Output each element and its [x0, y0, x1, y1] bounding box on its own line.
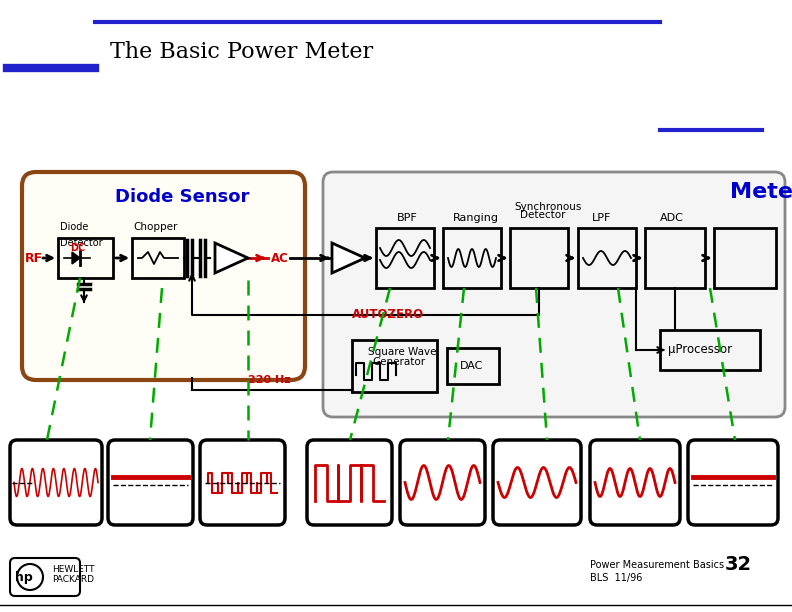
- Bar: [645, 228, 705, 288]
- Bar: [376, 228, 434, 288]
- Text: hp: hp: [15, 570, 33, 583]
- Text: The Basic Power Meter: The Basic Power Meter: [110, 41, 373, 63]
- FancyBboxPatch shape: [10, 558, 80, 596]
- Bar: [443, 228, 501, 288]
- Polygon shape: [215, 243, 248, 273]
- Text: AC: AC: [271, 252, 289, 264]
- Text: Diode: Diode: [60, 222, 89, 232]
- FancyBboxPatch shape: [323, 172, 785, 417]
- Bar: [660, 330, 760, 370]
- Text: Generator: Generator: [372, 357, 425, 367]
- Text: Diode Sensor: Diode Sensor: [115, 188, 249, 206]
- Bar: [447, 348, 499, 384]
- Text: μProcessor: μProcessor: [668, 343, 732, 357]
- Bar: [578, 228, 636, 288]
- Text: AUTOZERO: AUTOZERO: [352, 308, 425, 321]
- Bar: [132, 238, 184, 278]
- Bar: [352, 340, 437, 392]
- Text: 220 Hz: 220 Hz: [248, 375, 291, 385]
- FancyBboxPatch shape: [200, 440, 285, 525]
- FancyBboxPatch shape: [688, 440, 778, 525]
- Text: DAC: DAC: [460, 361, 483, 371]
- Text: BLS  11/96: BLS 11/96: [590, 573, 642, 583]
- Polygon shape: [72, 252, 80, 264]
- FancyBboxPatch shape: [108, 440, 193, 525]
- Polygon shape: [332, 243, 365, 273]
- Text: Square Wave: Square Wave: [368, 347, 436, 357]
- Text: PACKARD: PACKARD: [52, 575, 94, 584]
- Text: HEWLETT: HEWLETT: [52, 565, 94, 575]
- Bar: [510, 228, 568, 288]
- Text: Detector: Detector: [520, 210, 565, 220]
- FancyBboxPatch shape: [10, 440, 102, 525]
- Text: Detector: Detector: [60, 238, 103, 248]
- FancyBboxPatch shape: [22, 172, 305, 380]
- Text: Meter: Meter: [730, 182, 792, 202]
- Text: ADC: ADC: [660, 213, 683, 223]
- Text: Chopper: Chopper: [133, 222, 177, 232]
- FancyBboxPatch shape: [493, 440, 581, 525]
- Text: RF: RF: [25, 252, 43, 264]
- Text: DC: DC: [70, 243, 86, 253]
- Text: Synchronous: Synchronous: [514, 202, 581, 212]
- FancyBboxPatch shape: [590, 440, 680, 525]
- Bar: [714, 228, 776, 288]
- Text: Ranging: Ranging: [453, 213, 499, 223]
- FancyBboxPatch shape: [400, 440, 485, 525]
- FancyBboxPatch shape: [307, 440, 392, 525]
- Text: Power Measurement Basics: Power Measurement Basics: [590, 560, 724, 570]
- Circle shape: [17, 564, 43, 590]
- Bar: [58, 238, 113, 278]
- Text: LPF: LPF: [592, 213, 611, 223]
- Text: 32: 32: [725, 556, 752, 575]
- Text: BPF: BPF: [397, 213, 417, 223]
